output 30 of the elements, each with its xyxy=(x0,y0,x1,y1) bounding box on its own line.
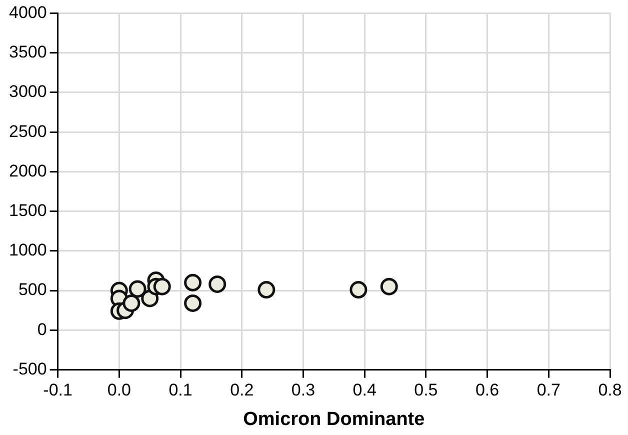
x-tick-label: 0.6 xyxy=(475,380,500,400)
x-axis-title: Omicron Dominante xyxy=(243,408,425,430)
point xyxy=(350,281,368,299)
y-tick-label: 3000 xyxy=(8,82,47,102)
y-tick-label: 500 xyxy=(18,280,47,300)
x-tick-label: 0.7 xyxy=(536,380,560,400)
y-tick-label: -500 xyxy=(12,359,47,378)
x-tick-label: 0.3 xyxy=(291,380,316,400)
x-tick-label: 0.0 xyxy=(107,380,131,400)
x-tick-label: -0.1 xyxy=(43,380,72,400)
y-tick-label: 2500 xyxy=(8,122,47,141)
y-tick-label: 0 xyxy=(37,320,47,339)
x-tick-label: 0.4 xyxy=(352,380,376,400)
y-tick-label: 2000 xyxy=(8,161,47,180)
x-tick-label: 0.5 xyxy=(414,380,438,400)
point xyxy=(153,278,171,296)
x-tick-label: 0.8 xyxy=(598,380,622,400)
y-tick-label: 1500 xyxy=(8,201,47,220)
x-tick-label: 0.2 xyxy=(230,380,254,400)
point xyxy=(122,294,140,312)
y-tick-label: 3500 xyxy=(8,42,47,62)
point xyxy=(128,280,146,298)
y-tick-label: 4000 xyxy=(8,2,47,22)
point xyxy=(184,294,202,312)
point xyxy=(208,275,226,293)
x-tick-label: 0.1 xyxy=(168,380,192,400)
point xyxy=(258,281,276,299)
point xyxy=(380,278,398,296)
point xyxy=(184,274,202,292)
y-tick-label: 1000 xyxy=(8,240,47,260)
